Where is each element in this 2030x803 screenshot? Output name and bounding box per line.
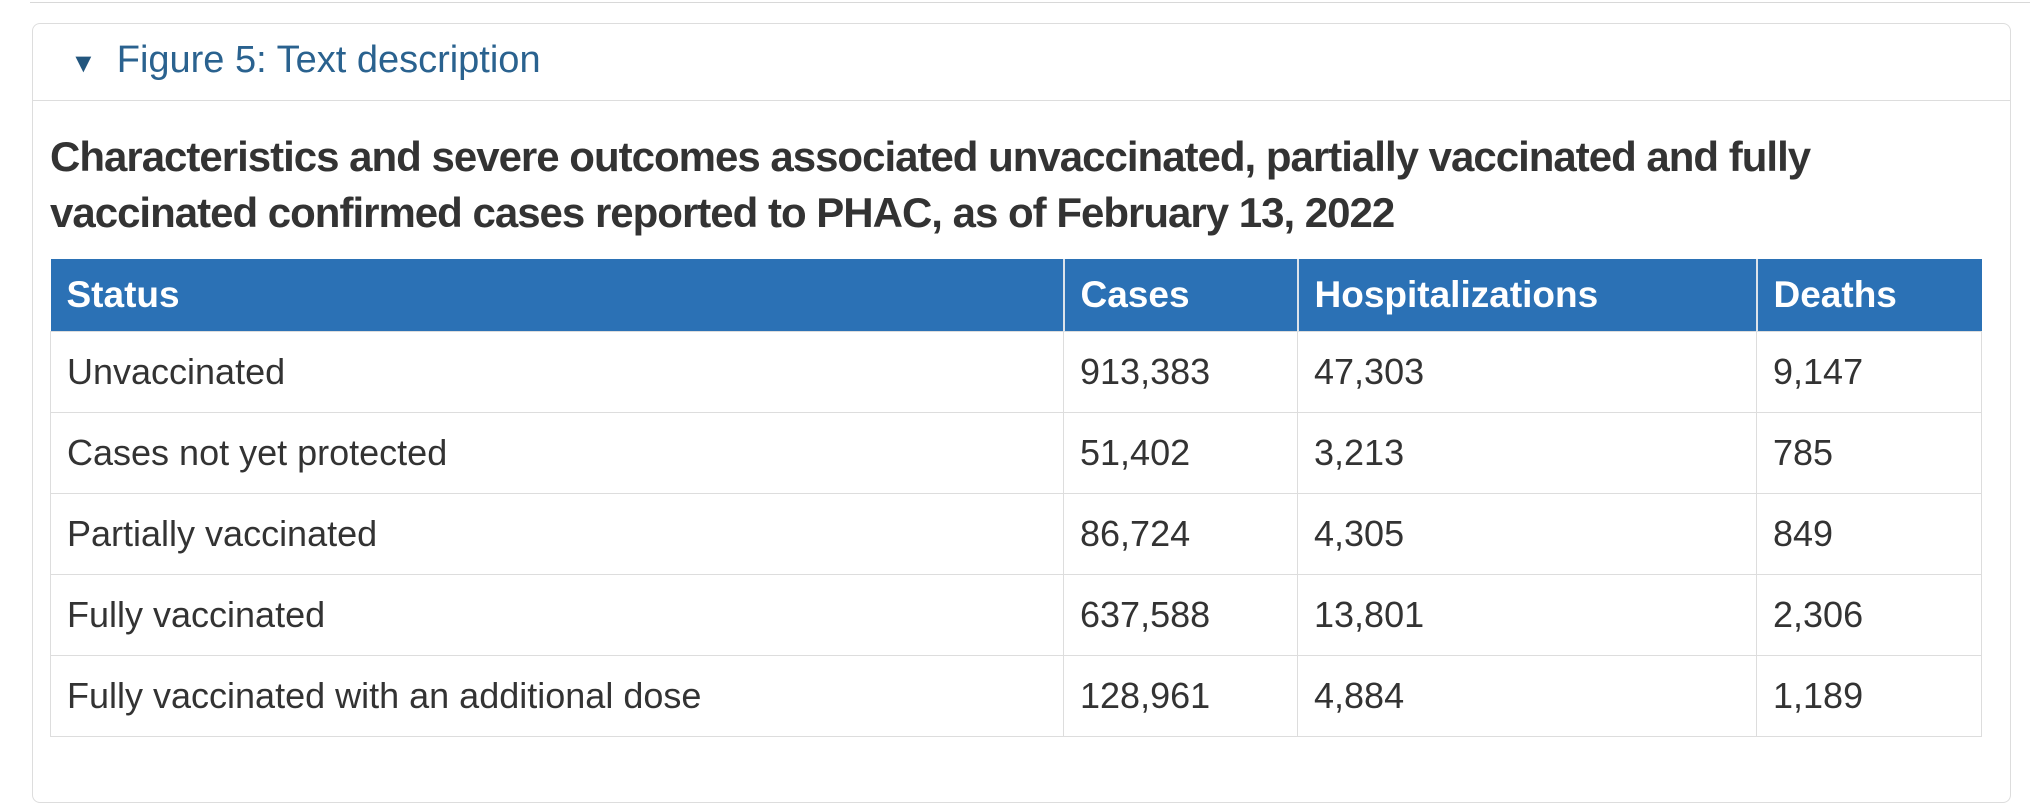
page-top-divider	[30, 2, 2030, 3]
cell-status: Fully vaccinated	[50, 574, 1064, 656]
table-header-row: Status Cases Hospitalizations Deaths	[50, 259, 1982, 332]
column-header-status: Status	[50, 259, 1064, 332]
cell-deaths: 2,306	[1756, 574, 1982, 656]
caret-down-icon: ▼	[70, 47, 97, 78]
column-header-hospitalizations: Hospitalizations	[1296, 259, 1757, 332]
column-header-deaths: Deaths	[1755, 259, 1982, 332]
figure-title: Characteristics and severe outcomes asso…	[50, 133, 1811, 236]
cell-hospitalizations: 47,303	[1297, 331, 1757, 413]
cell-hospitalizations: 13,801	[1297, 574, 1757, 656]
cell-status: Partially vaccinated	[50, 493, 1064, 575]
table-row: Partially vaccinated 86,724 4,305 849	[50, 493, 1982, 575]
cell-cases: 51,402	[1063, 412, 1298, 494]
table-row: Cases not yet protected 51,402 3,213 785	[50, 412, 1982, 494]
cell-hospitalizations: 4,305	[1297, 493, 1757, 575]
cell-cases: 128,961	[1063, 655, 1298, 737]
cell-deaths: 849	[1756, 493, 1982, 575]
column-header-cases: Cases	[1062, 259, 1298, 332]
table-row: Unvaccinated 913,383 47,303 9,147	[50, 331, 1982, 413]
table-row: Fully vaccinated with an additional dose…	[50, 655, 1982, 737]
cell-status: Cases not yet protected	[50, 412, 1064, 494]
vaccination-outcomes-table: Status Cases Hospitalizations Deaths Unv…	[50, 259, 1982, 737]
cell-cases: 637,588	[1063, 574, 1298, 656]
cell-deaths: 9,147	[1756, 331, 1982, 413]
details-content: Characteristics and severe outcomes asso…	[33, 129, 2010, 737]
cell-status: Fully vaccinated with an additional dose	[50, 655, 1064, 737]
table-row: Fully vaccinated 637,588 13,801 2,306	[50, 574, 1982, 656]
figure5-details-summary[interactable]: ▼ Figure 5: Text description	[33, 24, 2010, 101]
details-summary-label: Figure 5: Text description	[116, 39, 541, 81]
cell-cases: 86,724	[1063, 493, 1298, 575]
cell-status: Unvaccinated	[50, 331, 1064, 413]
cell-hospitalizations: 3,213	[1297, 412, 1757, 494]
figure-details-panel: ▼ Figure 5: Text description Characteris…	[32, 23, 2011, 803]
cell-cases: 913,383	[1063, 331, 1298, 413]
cell-hospitalizations: 4,884	[1297, 655, 1757, 737]
cell-deaths: 785	[1756, 412, 1982, 494]
cell-deaths: 1,189	[1756, 655, 1982, 737]
